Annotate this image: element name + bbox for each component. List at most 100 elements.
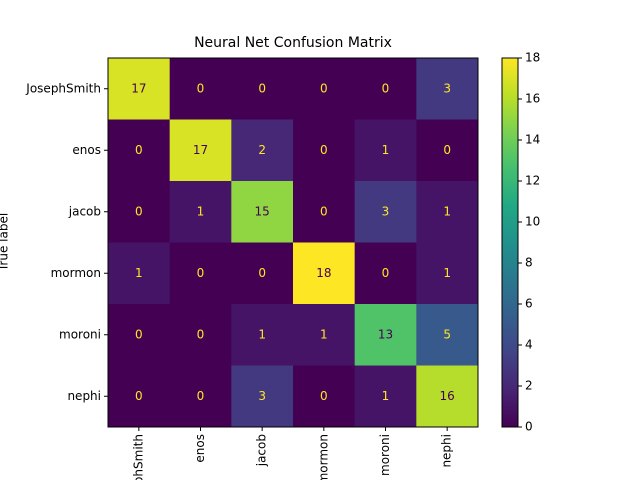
cell-label: 5 xyxy=(443,327,451,341)
heatmap-cell xyxy=(231,119,294,182)
heatmap-cell xyxy=(231,304,294,366)
heatmap-cell xyxy=(293,119,356,182)
cell-label: 0 xyxy=(320,204,328,218)
colorbar-tick-label: 2 xyxy=(525,379,533,393)
cell-label: 1 xyxy=(197,204,205,218)
cell-label: 17 xyxy=(193,143,208,157)
cell-label: 0 xyxy=(197,327,205,341)
cell-label: 3 xyxy=(382,204,390,218)
colorbar-tick-label: 0 xyxy=(525,420,533,434)
cell-label: 1 xyxy=(443,204,451,218)
colorbar-tick-label: 16 xyxy=(525,92,540,106)
heatmap-cell xyxy=(416,58,479,120)
heatmap-cell xyxy=(354,58,417,120)
heatmap-cell xyxy=(169,365,232,428)
colorbar xyxy=(501,57,519,428)
y-tick-label: jacob xyxy=(68,204,101,218)
cell-label: 0 xyxy=(197,81,205,95)
x-tick-label: jacob xyxy=(255,434,269,467)
cell-label: 15 xyxy=(255,204,270,218)
cell-label: 0 xyxy=(135,389,143,403)
cell-label: 0 xyxy=(443,143,451,157)
cell-label: 2 xyxy=(258,143,266,157)
heatmap-cell xyxy=(416,119,479,182)
colorbar-tick-label: 12 xyxy=(525,174,540,188)
heatmap-cell xyxy=(169,58,232,120)
heatmap-cell xyxy=(108,58,171,120)
colorbar-tick-label: 10 xyxy=(525,215,540,229)
cell-label: 13 xyxy=(378,327,393,341)
heatmap-cell xyxy=(231,58,294,120)
heatmap-cell xyxy=(416,365,479,428)
cell-label: 1 xyxy=(382,389,390,403)
heatmap-cell xyxy=(108,365,171,428)
colorbar-tick-label: 4 xyxy=(525,338,533,352)
cell-label: 0 xyxy=(320,81,328,95)
plot-frame xyxy=(107,57,479,428)
chart-title: Neural Net Confusion Matrix xyxy=(194,35,392,51)
x-tick-label: JosephSmith xyxy=(131,434,145,480)
heatmap-cell xyxy=(354,119,417,182)
cell-label: 1 xyxy=(443,266,451,280)
heatmap-cell xyxy=(416,181,479,243)
heatmap-cell xyxy=(416,242,479,305)
colorbar-tick-label: 14 xyxy=(525,133,540,147)
x-tick-label: mormon xyxy=(316,434,330,480)
heatmap-cell xyxy=(293,181,356,243)
heatmap-cell xyxy=(169,119,232,182)
y-tick-label: moroni xyxy=(59,327,101,341)
colorbar-tick-label: 6 xyxy=(525,297,533,311)
cell-label: 0 xyxy=(135,327,143,341)
cell-label: 18 xyxy=(316,266,331,280)
cell-label: 0 xyxy=(382,81,390,95)
cell-label: 0 xyxy=(320,143,328,157)
heatmap-cell xyxy=(169,242,232,305)
heatmap-cell xyxy=(108,119,171,182)
heatmap-cell xyxy=(169,304,232,366)
heatmap-cell xyxy=(231,365,294,428)
cell-label: 0 xyxy=(382,266,390,280)
heatmap-cell xyxy=(354,181,417,243)
colorbar-tick-label: 8 xyxy=(525,256,533,270)
x-tick-label: enos xyxy=(193,434,207,463)
cell-label: 17 xyxy=(131,81,146,95)
cell-label: 0 xyxy=(320,389,328,403)
cell-label: 3 xyxy=(258,389,266,403)
y-tick-label: nephi xyxy=(67,389,101,403)
colorbar-tick-label: 18 xyxy=(525,51,540,65)
x-tick-label: nephi xyxy=(440,434,454,468)
heatmap-cell xyxy=(293,242,356,305)
y-tick-label: mormon xyxy=(51,266,101,280)
cell-label: 0 xyxy=(197,389,205,403)
heatmap-cell xyxy=(354,304,417,366)
heatmap-cell xyxy=(108,304,171,366)
heatmap-cell xyxy=(108,242,171,305)
cell-label: 0 xyxy=(258,81,266,95)
heatmap-cell xyxy=(416,304,479,366)
heatmap-cell xyxy=(231,242,294,305)
cell-label: 0 xyxy=(258,266,266,280)
heatmap-cell xyxy=(231,181,294,243)
cell-label: 0 xyxy=(135,204,143,218)
heatmap-cell xyxy=(108,181,171,243)
cell-label: 0 xyxy=(135,143,143,157)
cell-label: 1 xyxy=(135,266,143,280)
cell-label: 1 xyxy=(320,327,328,341)
cell-label: 0 xyxy=(197,266,205,280)
heatmap-cell xyxy=(354,242,417,305)
cell-label: 16 xyxy=(440,389,455,403)
x-tick-label: moroni xyxy=(378,434,392,476)
heatmap-cell xyxy=(293,58,356,120)
cell-label: 1 xyxy=(382,143,390,157)
heatmap-cell xyxy=(169,181,232,243)
cell-label: 3 xyxy=(443,81,451,95)
y-tick-label: enos xyxy=(72,143,101,157)
heatmap-cell xyxy=(293,304,356,366)
heatmap-cell xyxy=(354,365,417,428)
y-axis-label: True label xyxy=(0,213,11,272)
y-tick-label: JosephSmith xyxy=(25,81,101,95)
cell-label: 1 xyxy=(258,327,266,341)
heatmap-cell xyxy=(293,365,356,428)
